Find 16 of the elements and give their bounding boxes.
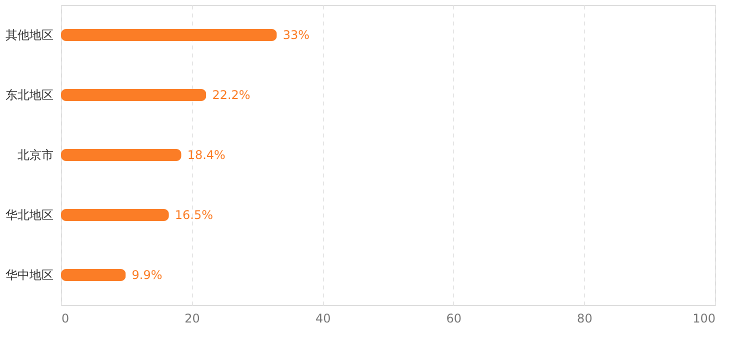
- y-tick-label: 华中地区: [6, 268, 54, 282]
- data-label: 22.2%: [212, 88, 250, 102]
- x-tick-label: 40: [315, 312, 331, 326]
- y-tick-label: 东北地区: [6, 88, 54, 102]
- y-tick-label: 其他地区: [6, 28, 54, 42]
- x-tick-label: 0: [62, 312, 70, 326]
- x-tick-label: 20: [184, 312, 200, 326]
- y-tick-label: 华北地区: [6, 208, 54, 222]
- data-label: 16.5%: [174, 208, 214, 222]
- y-tick-label: 北京市: [18, 148, 54, 162]
- x-tick-label: 80: [577, 312, 592, 326]
- data-label: 18.4%: [187, 148, 226, 162]
- x-tick-label: 60: [446, 312, 462, 326]
- x-tick-label: 100: [692, 312, 716, 326]
- data-label: 9.9%: [132, 268, 162, 282]
- data-label: 33%: [282, 28, 310, 42]
